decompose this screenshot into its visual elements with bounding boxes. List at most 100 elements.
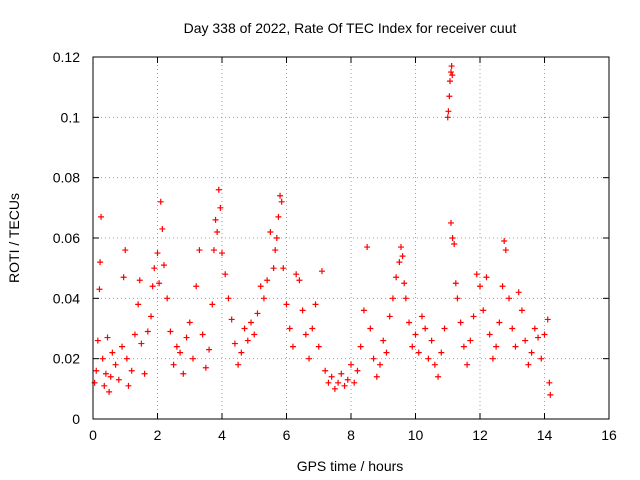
x-tick-label: 2 bbox=[154, 427, 162, 443]
data-point bbox=[112, 361, 119, 368]
data-point bbox=[483, 274, 490, 281]
data-point bbox=[535, 334, 542, 341]
data-point bbox=[486, 331, 493, 338]
data-point bbox=[267, 228, 274, 235]
y-tick-label: 0.12 bbox=[53, 49, 80, 65]
data-point bbox=[235, 361, 242, 368]
data-point bbox=[270, 265, 277, 272]
data-point bbox=[522, 337, 529, 344]
data-point bbox=[373, 373, 380, 380]
y-tick-label: 0.04 bbox=[53, 290, 80, 306]
data-point bbox=[96, 286, 103, 293]
data-point bbox=[425, 355, 432, 362]
data-point bbox=[157, 198, 164, 205]
data-point bbox=[348, 361, 354, 368]
data-point bbox=[214, 228, 221, 235]
x-tick-label: 0 bbox=[89, 427, 97, 443]
y-tick-label: 0.06 bbox=[53, 230, 80, 246]
data-point bbox=[401, 280, 408, 287]
data-point bbox=[538, 355, 545, 362]
data-point bbox=[107, 373, 114, 380]
data-point bbox=[312, 301, 319, 308]
data-point bbox=[106, 388, 113, 395]
data-point bbox=[341, 382, 348, 389]
data-point bbox=[422, 325, 429, 332]
data-point bbox=[280, 265, 287, 272]
data-point bbox=[354, 367, 361, 374]
data-point bbox=[296, 277, 303, 284]
data-point bbox=[451, 241, 458, 248]
data-point bbox=[473, 271, 480, 278]
data-point bbox=[248, 319, 255, 326]
data-point bbox=[512, 343, 519, 350]
x-tick-label: 6 bbox=[283, 427, 291, 443]
data-point bbox=[293, 271, 300, 278]
data-point bbox=[367, 325, 374, 332]
data-point bbox=[154, 250, 161, 257]
data-point bbox=[104, 334, 111, 341]
data-point bbox=[251, 331, 258, 338]
y-tick-label: 0.02 bbox=[53, 351, 80, 367]
data-point bbox=[101, 382, 108, 389]
data-point bbox=[272, 247, 279, 254]
data-point bbox=[377, 361, 384, 368]
data-point bbox=[277, 192, 284, 199]
data-point bbox=[115, 376, 122, 383]
data-point bbox=[331, 385, 338, 392]
data-point bbox=[212, 216, 219, 223]
data-point bbox=[447, 78, 454, 85]
data-point bbox=[244, 337, 251, 344]
data-point bbox=[254, 310, 261, 317]
data-point bbox=[149, 283, 156, 290]
data-point bbox=[151, 265, 158, 272]
data-point bbox=[351, 379, 358, 386]
x-tick-label: 10 bbox=[408, 427, 424, 443]
data-point bbox=[515, 289, 522, 296]
data-point bbox=[260, 295, 267, 302]
data-point bbox=[264, 277, 271, 284]
data-point bbox=[109, 349, 116, 356]
data-point bbox=[409, 343, 416, 350]
data-point bbox=[406, 319, 413, 326]
y-tick-label: 0 bbox=[72, 411, 80, 427]
x-tick-label: 8 bbox=[347, 427, 355, 443]
data-point bbox=[122, 247, 129, 254]
data-point bbox=[383, 349, 390, 356]
data-point bbox=[210, 247, 217, 254]
data-point bbox=[541, 331, 548, 338]
data-point bbox=[228, 316, 235, 323]
data-point bbox=[546, 379, 553, 386]
x-axis-label: GPS time / hours bbox=[297, 458, 404, 474]
data-point bbox=[196, 247, 203, 254]
data-point bbox=[544, 316, 551, 323]
data-point bbox=[357, 343, 364, 350]
data-point bbox=[186, 319, 193, 326]
tick-labels: 0 2 4 6 8 10 12 14 16 0 0.02 0.04 0.06 0.08 0.1 0.12 bbox=[53, 49, 617, 443]
data-point bbox=[460, 343, 467, 350]
data-point bbox=[136, 277, 143, 284]
data-point bbox=[448, 63, 455, 70]
data-point bbox=[428, 337, 435, 344]
data-point bbox=[199, 331, 206, 338]
data-point bbox=[215, 186, 222, 193]
data-point bbox=[99, 355, 106, 362]
data-point bbox=[449, 235, 456, 241]
data-point bbox=[418, 313, 425, 320]
data-point bbox=[449, 72, 456, 79]
data-point bbox=[506, 295, 513, 302]
data-point bbox=[477, 283, 483, 290]
data-point bbox=[397, 244, 404, 251]
data-point bbox=[217, 204, 224, 211]
data-point bbox=[441, 325, 448, 332]
data-point bbox=[289, 343, 296, 350]
data-point bbox=[148, 313, 155, 320]
data-points bbox=[91, 63, 554, 398]
data-point bbox=[173, 343, 180, 350]
axis-ticks bbox=[92, 56, 610, 420]
data-point bbox=[315, 343, 322, 350]
data-point bbox=[335, 379, 342, 386]
data-point bbox=[499, 283, 506, 290]
data-point bbox=[180, 370, 187, 377]
data-point bbox=[238, 349, 245, 356]
